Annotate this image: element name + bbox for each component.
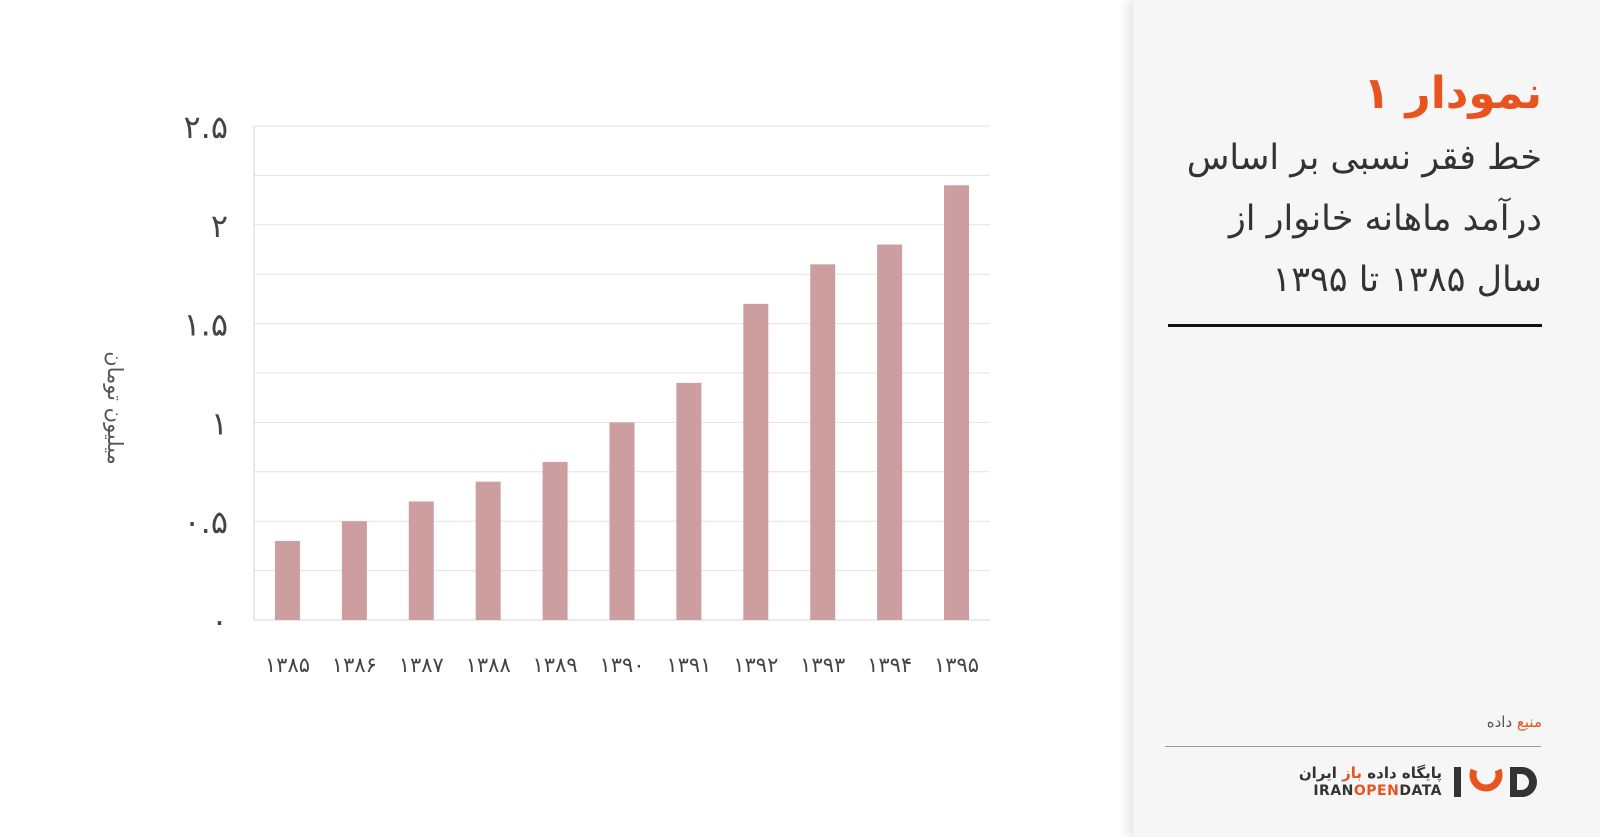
y-tick-label: ۲ <box>211 207 228 245</box>
source-label-rest: داده <box>1486 713 1517 731</box>
subtitle-line: خط فقر نسبی بر اساس <box>1186 138 1542 178</box>
y-tick-label: ۲.۵ <box>183 108 228 146</box>
y-tick-label: ۱.۵ <box>183 306 228 344</box>
bar <box>408 501 434 620</box>
subtitle-line: سال ۱۳۸۵ تا ۱۳۹۵ <box>1272 260 1542 300</box>
sidebar-panel: نمودار ۱ خط فقر نسبی بر اساس درآمد ماهان… <box>1133 0 1600 837</box>
x-tick-label: ۱۳۹۴ <box>867 653 912 677</box>
y-tick-label: ۰ <box>211 602 228 640</box>
bar <box>542 461 568 620</box>
logo-english-name: IRANOPENDATA <box>1313 782 1442 800</box>
y-tick-label: ۱ <box>211 404 228 442</box>
bar <box>274 540 300 620</box>
footer-divider <box>1165 746 1541 747</box>
x-tick-label: ۱۳۹۱ <box>666 653 711 677</box>
x-tick-label: ۱۳۸۸ <box>466 653 511 677</box>
title-block: نمودار ۱ خط فقر نسبی بر اساس درآمد ماهان… <box>1162 64 1542 311</box>
bar <box>475 481 501 620</box>
bar <box>944 185 970 620</box>
x-tick-label: ۱۳۹۲ <box>733 653 778 677</box>
bar <box>877 244 903 620</box>
chart-title: نمودار ۱ <box>1363 68 1542 119</box>
bar <box>743 303 769 620</box>
bars <box>274 185 970 620</box>
data-source-label: منبع داده <box>1487 713 1542 731</box>
x-tick-label: ۱۳۸۵ <box>265 653 310 677</box>
bar <box>810 264 836 620</box>
bar <box>609 422 635 620</box>
logo-en-part: IRAN <box>1313 783 1354 799</box>
logo-persian-name: پایگاه داده باز ایران <box>1299 764 1442 782</box>
logo-text: پایگاه داده باز ایران IRANOPENDATA <box>1299 764 1442 800</box>
logo-en-accent: OPEN <box>1353 783 1400 799</box>
subtitle-line: درآمد ماهانه خانوار از <box>1228 199 1542 239</box>
y-tick-label: ۰.۵ <box>183 503 228 541</box>
x-tick-label: ۱۳۸۷ <box>399 653 444 677</box>
iranopendata-logo[interactable]: پایگاه داده باز ایران IRANOPENDATA <box>1299 764 1542 800</box>
bar <box>341 521 367 620</box>
x-tick-label: ۱۳۹۰ <box>599 653 644 677</box>
title-divider <box>1168 324 1542 327</box>
x-tick-label: ۱۳۸۹ <box>533 653 578 677</box>
chart-subtitle: خط فقر نسبی بر اساس درآمد ماهانه خانوار … <box>1162 128 1542 311</box>
bar-chart: ۰ ۰.۵ ۱ ۱.۵ ۲ ۲.۵ ۱۳۸۵ ۱۳۸۶ ۱۳۸۷ ۱۳۸۸ ۱۳۸۹ ۱۳۹۰ ۱۳۹… <box>103 108 990 677</box>
y-axis-label: میلیون تومان <box>103 351 127 465</box>
bar <box>676 382 702 620</box>
x-tick-label: ۱۳۸۶ <box>332 653 377 677</box>
y-tick-labels: ۰ ۰.۵ ۱ ۱.۵ ۲ ۲.۵ <box>183 108 228 640</box>
logo-fa-part: پایگاه داده <box>1362 764 1442 782</box>
x-tick-labels: ۱۳۸۵ ۱۳۸۶ ۱۳۸۷ ۱۳۸۸ ۱۳۸۹ ۱۳۹۰ ۱۳۹۱ ۱۳۹۲ ۱۳۹۳ ۱۳۹۴… <box>265 653 979 677</box>
logo-en-part: DATA <box>1399 783 1442 799</box>
iod-logo-icon <box>1454 767 1537 797</box>
x-tick-label: ۱۳۹۳ <box>800 653 845 677</box>
logo-fa-part: ایران <box>1298 764 1343 782</box>
logo-fa-accent: باز <box>1342 764 1363 782</box>
source-label-accent: منبع <box>1516 713 1542 731</box>
x-tick-label: ۱۳۹۵ <box>934 653 979 677</box>
